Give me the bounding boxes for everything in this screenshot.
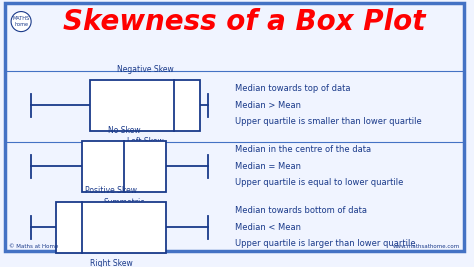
Bar — [90, 80, 200, 131]
Text: Upper quartile is equal to lower quartile: Upper quartile is equal to lower quartil… — [235, 178, 403, 187]
Text: Median in the centre of the data: Median in the centre of the data — [235, 145, 371, 154]
Text: Median towards bottom of data: Median towards bottom of data — [235, 206, 366, 215]
Bar — [56, 202, 166, 253]
Text: www.mathsathome.com: www.mathsathome.com — [392, 244, 460, 249]
Text: Median towards top of data: Median towards top of data — [235, 84, 350, 93]
Text: MATHS
home: MATHS home — [12, 16, 30, 27]
Text: Median < Mean: Median < Mean — [235, 223, 301, 232]
Text: Upper quartile is smaller than lower quartile: Upper quartile is smaller than lower qua… — [235, 117, 421, 126]
Text: Negative Skew: Negative Skew — [117, 65, 173, 74]
Text: Positive Skew: Positive Skew — [85, 186, 137, 195]
Text: Symmetric: Symmetric — [103, 198, 145, 207]
Text: Left Skew: Left Skew — [127, 137, 164, 146]
Text: © Maths at Home: © Maths at Home — [9, 244, 59, 249]
Text: Upper quartile is larger than lower quartile: Upper quartile is larger than lower quar… — [235, 239, 415, 248]
Text: Median = Mean: Median = Mean — [235, 162, 301, 171]
Text: No Skew: No Skew — [108, 125, 140, 135]
Text: Right Skew: Right Skew — [90, 259, 133, 267]
Text: Skewness of a Box Plot: Skewness of a Box Plot — [63, 7, 425, 36]
Text: Median > Mean: Median > Mean — [235, 101, 301, 110]
Bar — [82, 141, 166, 192]
